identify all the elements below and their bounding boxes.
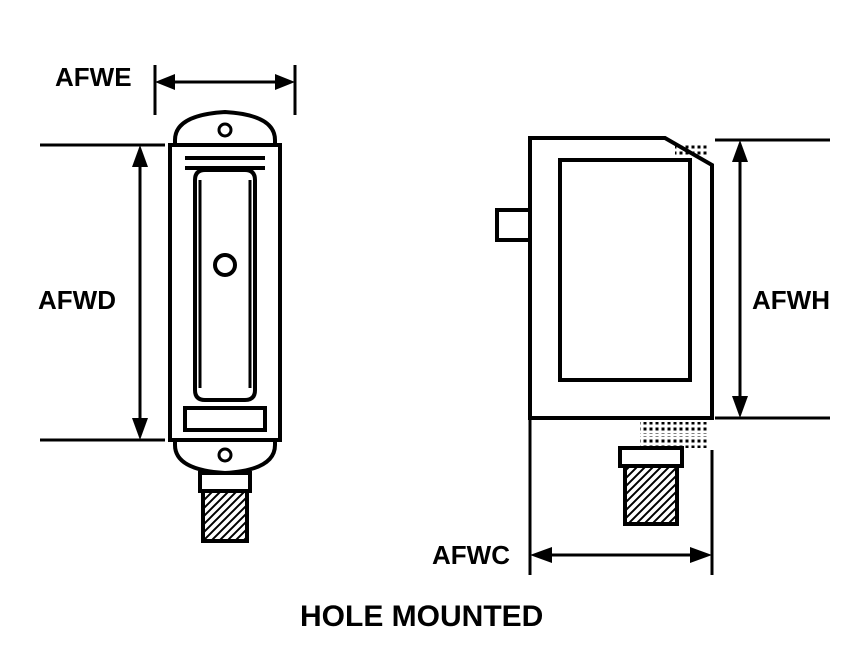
dimension-afwe: [155, 65, 295, 115]
diagram-title: HOLE MOUNTED: [300, 600, 543, 634]
label-afwd: AFWD: [38, 285, 116, 316]
label-afwe: AFWE: [55, 62, 132, 93]
dimension-afwh: [715, 140, 830, 418]
diagram-canvas: [0, 0, 860, 668]
label-afwc: AFWC: [432, 540, 510, 571]
label-afwh: AFWH: [752, 285, 830, 316]
front-view: [170, 112, 280, 541]
